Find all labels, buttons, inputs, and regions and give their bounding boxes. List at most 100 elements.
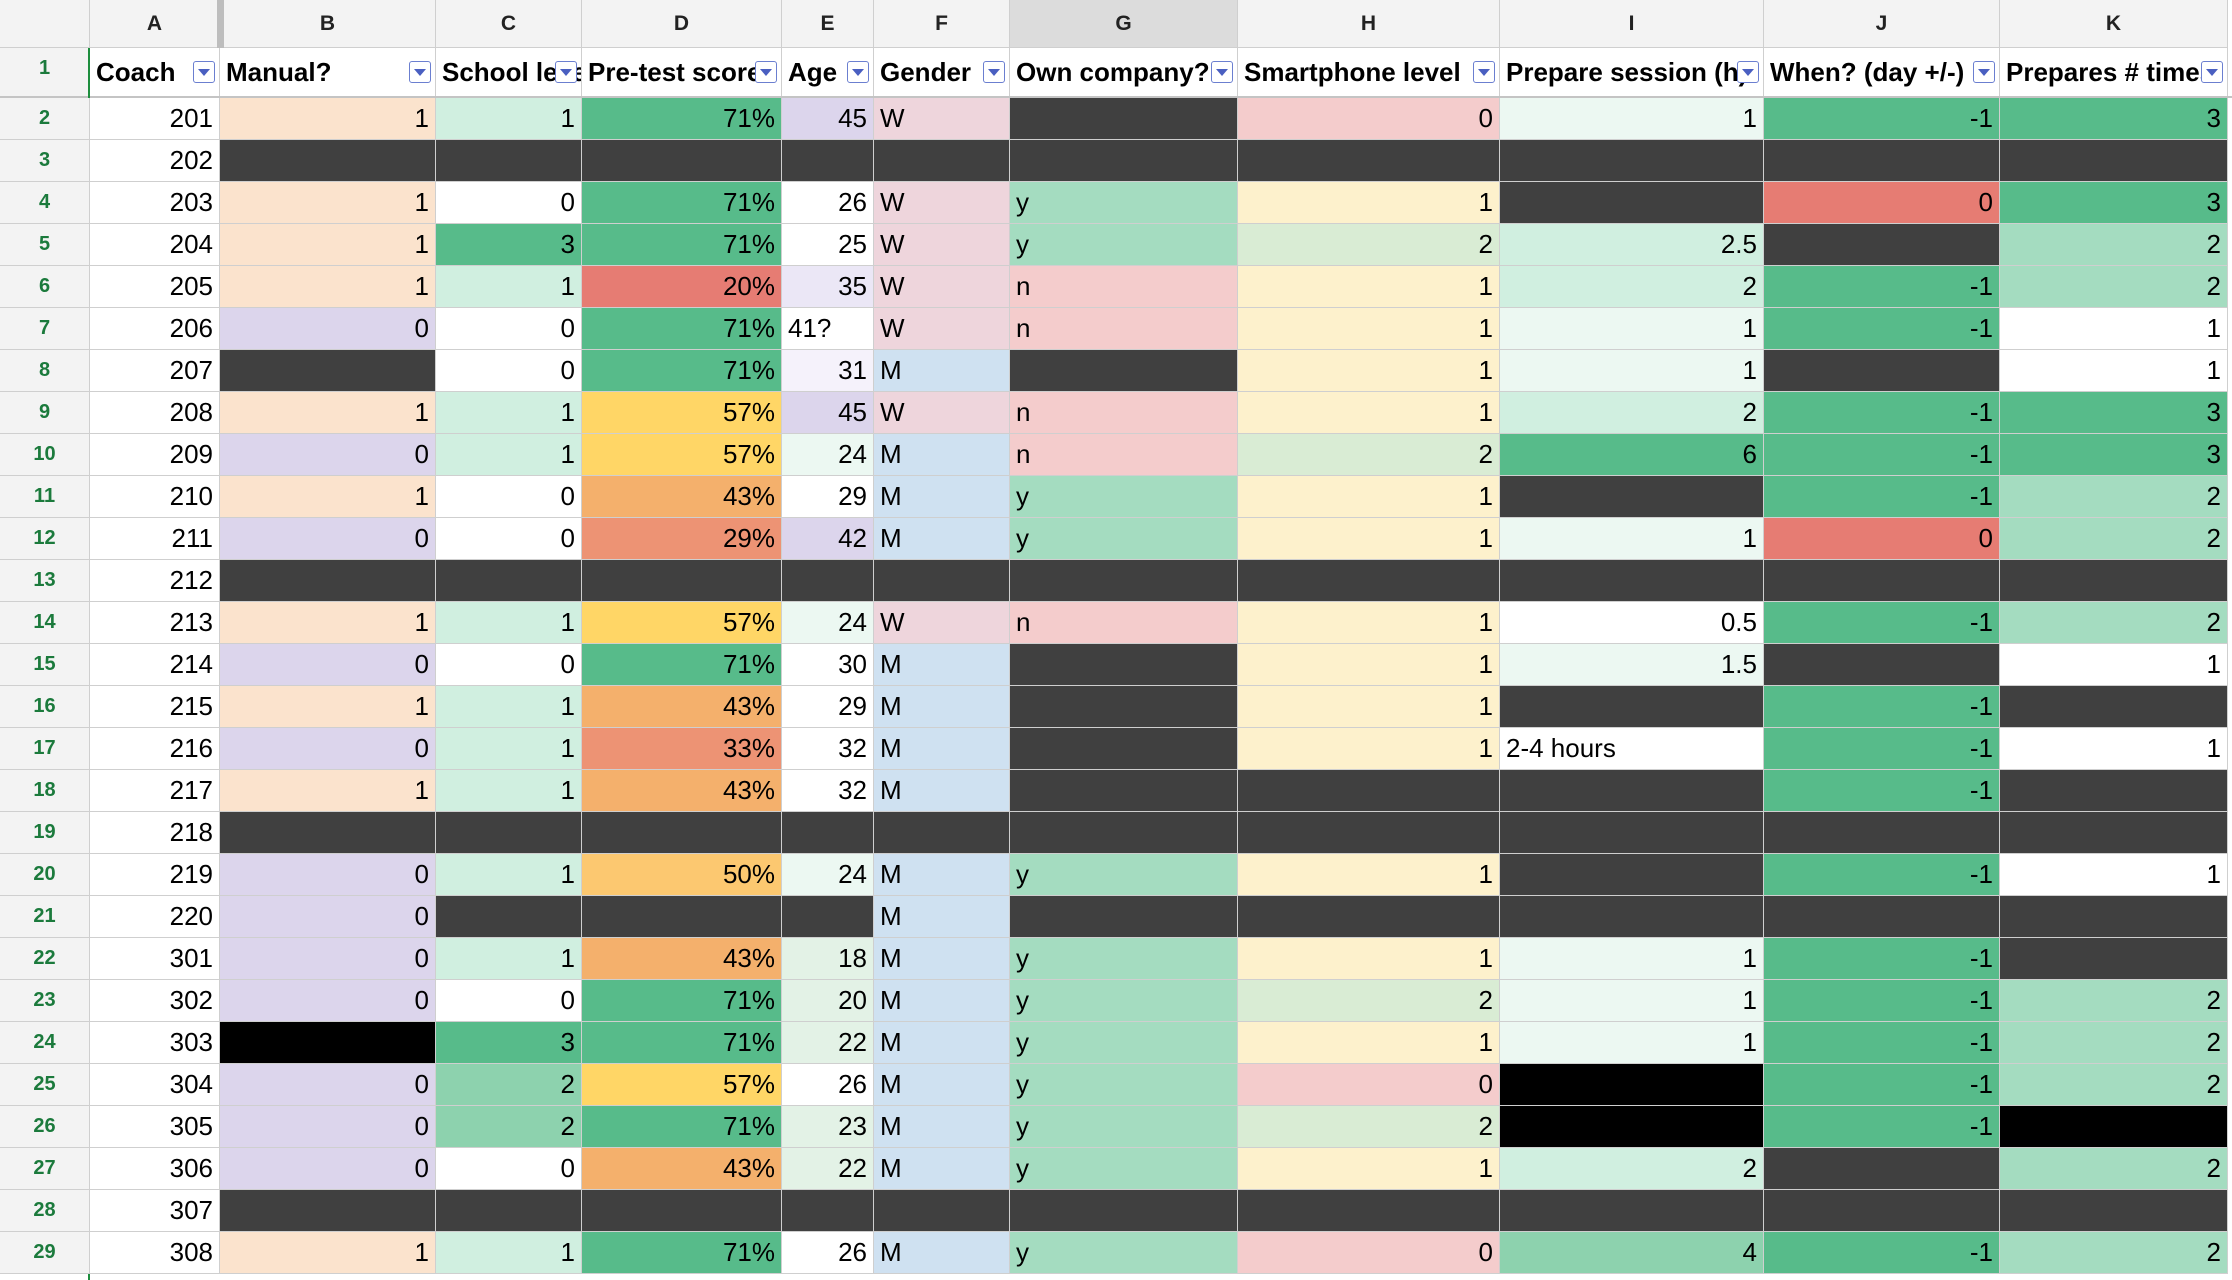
cell-b29[interactable]: 1 <box>220 1232 436 1274</box>
cell-j2[interactable]: -1 <box>1764 98 2000 140</box>
cell-h24[interactable]: 1 <box>1238 1022 1500 1064</box>
cell-a13[interactable]: 212 <box>90 560 220 602</box>
cell-e16[interactable]: 29 <box>782 686 874 728</box>
cell-j6[interactable]: -1 <box>1764 266 2000 308</box>
cell-i26[interactable] <box>1500 1106 1764 1148</box>
cell-k5[interactable]: 2 <box>2000 224 2228 266</box>
cell-h20[interactable]: 1 <box>1238 854 1500 896</box>
cell-c13[interactable] <box>436 560 582 602</box>
cell-c19[interactable] <box>436 812 582 854</box>
cell-b18[interactable]: 1 <box>220 770 436 812</box>
cell-j18[interactable]: -1 <box>1764 770 2000 812</box>
cell-i7[interactable]: 1 <box>1500 308 1764 350</box>
cell-k3[interactable] <box>2000 140 2228 182</box>
cell-g20[interactable]: y <box>1010 854 1238 896</box>
cell-j22[interactable]: -1 <box>1764 938 2000 980</box>
cell-c21[interactable] <box>436 896 582 938</box>
cell-c9[interactable]: 1 <box>436 392 582 434</box>
column-header-a[interactable]: A <box>90 0 220 48</box>
cell-e12[interactable]: 42 <box>782 518 874 560</box>
cell-b16[interactable]: 1 <box>220 686 436 728</box>
cell-c18[interactable]: 1 <box>436 770 582 812</box>
cell-f26[interactable]: M <box>874 1106 1010 1148</box>
cell-j28[interactable] <box>1764 1190 2000 1232</box>
row-header[interactable]: 9 <box>0 392 90 434</box>
cell-a6[interactable]: 205 <box>90 266 220 308</box>
header-pre-test-score[interactable]: Pre-test score <box>582 48 782 98</box>
header-prepare-session-h[interactable]: Prepare session (h) <box>1500 48 1764 98</box>
cell-g2[interactable] <box>1010 98 1238 140</box>
cell-g15[interactable] <box>1010 644 1238 686</box>
cell-b22[interactable]: 0 <box>220 938 436 980</box>
header-smartphone-level[interactable]: Smartphone level <box>1238 48 1500 98</box>
cell-h11[interactable]: 1 <box>1238 476 1500 518</box>
cell-d11[interactable]: 43% <box>582 476 782 518</box>
cell-b11[interactable]: 1 <box>220 476 436 518</box>
cell-e27[interactable]: 22 <box>782 1148 874 1190</box>
cell-e24[interactable]: 22 <box>782 1022 874 1064</box>
cell-i2[interactable]: 1 <box>1500 98 1764 140</box>
cell-i21[interactable] <box>1500 896 1764 938</box>
cell-a28[interactable]: 307 <box>90 1190 220 1232</box>
select-all-corner[interactable] <box>0 0 90 48</box>
cell-f6[interactable]: W <box>874 266 1010 308</box>
cell-f3[interactable] <box>874 140 1010 182</box>
cell-a3[interactable]: 202 <box>90 140 220 182</box>
cell-e25[interactable]: 26 <box>782 1064 874 1106</box>
cell-e9[interactable]: 45 <box>782 392 874 434</box>
cell-c20[interactable]: 1 <box>436 854 582 896</box>
cell-d5[interactable]: 71% <box>582 224 782 266</box>
cell-g12[interactable]: y <box>1010 518 1238 560</box>
cell-j20[interactable]: -1 <box>1764 854 2000 896</box>
cell-i10[interactable]: 6 <box>1500 434 1764 476</box>
row-header[interactable]: 7 <box>0 308 90 350</box>
cell-h15[interactable]: 1 <box>1238 644 1500 686</box>
cell-e6[interactable]: 35 <box>782 266 874 308</box>
cell-d16[interactable]: 43% <box>582 686 782 728</box>
cell-e26[interactable]: 23 <box>782 1106 874 1148</box>
cell-j21[interactable] <box>1764 896 2000 938</box>
cell-a18[interactable]: 217 <box>90 770 220 812</box>
cell-h17[interactable]: 1 <box>1238 728 1500 770</box>
cell-e10[interactable]: 24 <box>782 434 874 476</box>
cell-g10[interactable]: n <box>1010 434 1238 476</box>
cell-g8[interactable] <box>1010 350 1238 392</box>
cell-h19[interactable] <box>1238 812 1500 854</box>
cell-a9[interactable]: 208 <box>90 392 220 434</box>
cell-h16[interactable]: 1 <box>1238 686 1500 728</box>
cell-g26[interactable]: y <box>1010 1106 1238 1148</box>
cell-j11[interactable]: -1 <box>1764 476 2000 518</box>
cell-i28[interactable] <box>1500 1190 1764 1232</box>
cell-f15[interactable]: M <box>874 644 1010 686</box>
column-header-j[interactable]: J <box>1764 0 2000 48</box>
cell-a24[interactable]: 303 <box>90 1022 220 1064</box>
cell-d21[interactable] <box>582 896 782 938</box>
cell-j4[interactable]: 0 <box>1764 182 2000 224</box>
cell-c3[interactable] <box>436 140 582 182</box>
cell-j19[interactable] <box>1764 812 2000 854</box>
cell-h26[interactable]: 2 <box>1238 1106 1500 1148</box>
cell-c28[interactable] <box>436 1190 582 1232</box>
column-header-b[interactable]: B <box>220 0 436 48</box>
cell-b4[interactable]: 1 <box>220 182 436 224</box>
cell-j15[interactable] <box>1764 644 2000 686</box>
cell-d13[interactable] <box>582 560 782 602</box>
cell-d9[interactable]: 57% <box>582 392 782 434</box>
cell-k29[interactable]: 2 <box>2000 1232 2228 1274</box>
cell-k16[interactable] <box>2000 686 2228 728</box>
cell-c11[interactable]: 0 <box>436 476 582 518</box>
cell-c23[interactable]: 0 <box>436 980 582 1022</box>
cell-i15[interactable]: 1.5 <box>1500 644 1764 686</box>
cell-c25[interactable]: 2 <box>436 1064 582 1106</box>
cell-g5[interactable]: y <box>1010 224 1238 266</box>
cell-f19[interactable] <box>874 812 1010 854</box>
cell-a25[interactable]: 304 <box>90 1064 220 1106</box>
cell-f22[interactable]: M <box>874 938 1010 980</box>
row-header[interactable]: 26 <box>0 1106 90 1148</box>
cell-k13[interactable] <box>2000 560 2228 602</box>
row-header[interactable]: 13 <box>0 560 90 602</box>
cell-a5[interactable]: 204 <box>90 224 220 266</box>
cell-a26[interactable]: 305 <box>90 1106 220 1148</box>
cell-j27[interactable] <box>1764 1148 2000 1190</box>
cell-i9[interactable]: 2 <box>1500 392 1764 434</box>
